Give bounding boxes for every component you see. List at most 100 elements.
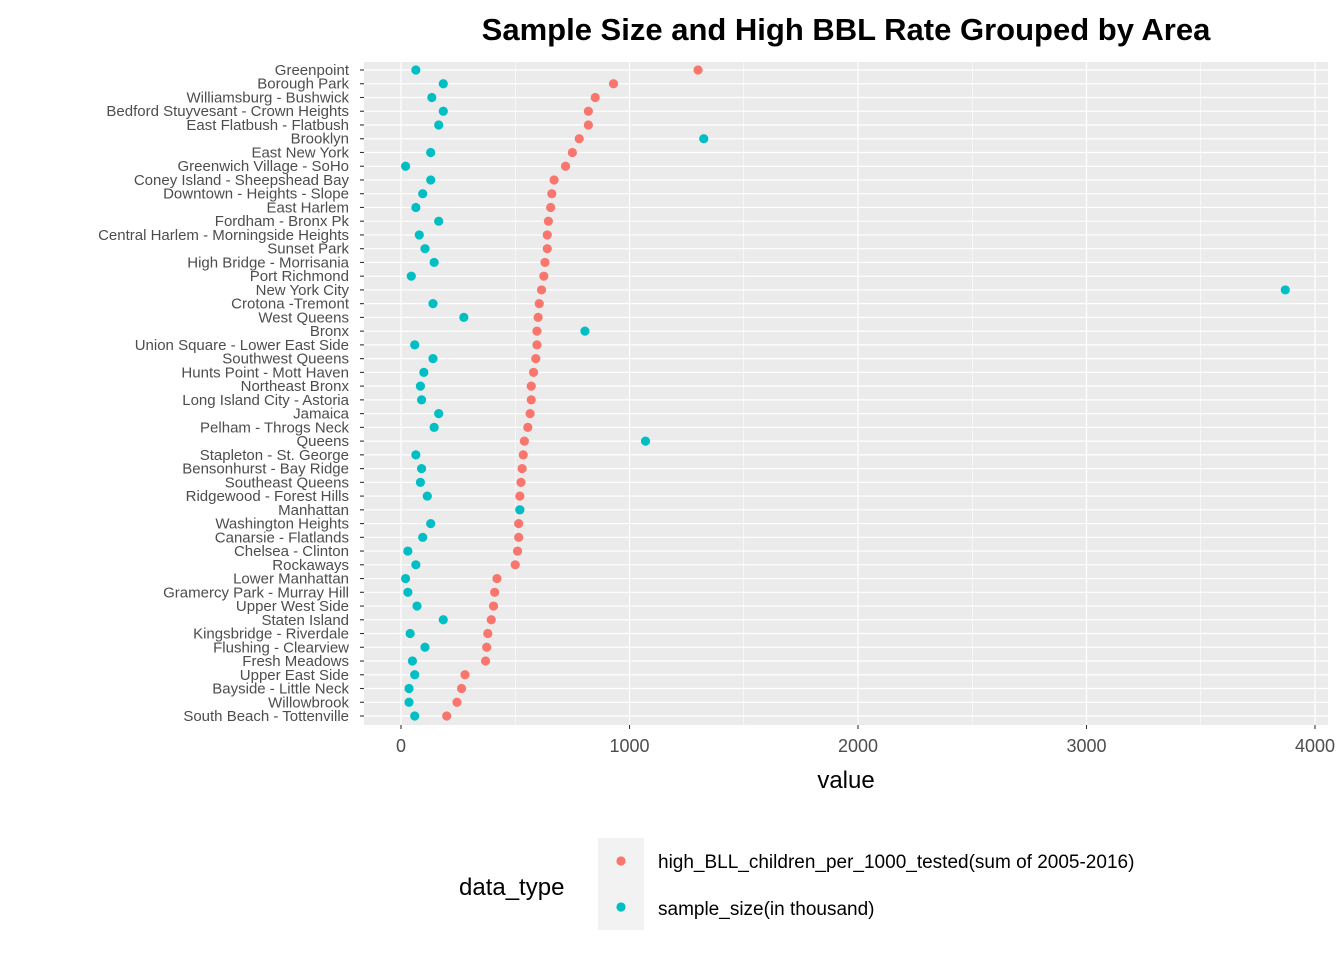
y-tick-label: Queens (296, 433, 349, 450)
y-tick-label: Fresh Meadows (242, 653, 349, 670)
y-tick-label: Staten Island (261, 612, 349, 629)
y-tick-label: Long Island City - Astoria (182, 392, 349, 409)
point-sample-size (404, 683, 414, 694)
point-high-bll (542, 244, 552, 254)
point-sample-size (419, 367, 429, 377)
y-tick-label: East New York (251, 144, 349, 161)
point-high-bll (452, 697, 462, 707)
y-tick-label: Stapleton - St. George (200, 447, 349, 464)
point-sample-size (406, 271, 416, 281)
point-sample-size (405, 628, 415, 639)
y-tick-label: Borough Park (257, 76, 349, 93)
point-sample-size (640, 436, 651, 446)
point-high-bll (531, 354, 541, 364)
y-tick-label: East Flatbush - Flatbush (186, 117, 349, 134)
point-high-bll (510, 560, 520, 570)
point-sample-size (403, 546, 413, 556)
y-tick-label: Brooklyn (291, 131, 349, 148)
point-sample-size (411, 560, 421, 570)
y-tick-label: Bayside - Little Neck (212, 681, 349, 698)
point-high-bll (542, 230, 552, 240)
point-sample-size (418, 532, 428, 542)
y-tick-label: Coney Island - Sheepshead Bay (134, 172, 350, 189)
plot-panel (364, 62, 1328, 725)
point-high-bll (534, 299, 544, 309)
point-sample-size (580, 326, 590, 336)
point-high-bll (539, 271, 549, 281)
y-tick-label: West Queens (258, 309, 349, 326)
point-high-bll (560, 161, 571, 171)
x-axis: 0 1000 2000 3000 4000 (396, 725, 1335, 756)
point-sample-size (426, 518, 436, 529)
point-sample-size (434, 216, 444, 226)
point-high-bll (460, 670, 470, 680)
y-tick-label: Crotona -Tremont (231, 296, 350, 313)
point-high-bll (546, 202, 556, 213)
point-sample-size (407, 656, 418, 666)
y-tick-label: New York City (256, 282, 350, 299)
y-tick-label: Upper West Side (236, 598, 349, 615)
y-tick-label: Downtown - Heights - Slope (163, 186, 349, 203)
point-high-bll (543, 216, 553, 226)
point-sample-size (434, 409, 444, 419)
y-tick-label: Ridgewood - Forest Hills (186, 488, 349, 505)
y-tick-label: Port Richmond (250, 268, 349, 285)
point-high-bll (583, 106, 593, 116)
point-sample-size (404, 697, 414, 707)
legend-key-background (598, 838, 644, 930)
y-tick-label: Central Harlem - Morningside Heights (98, 227, 349, 244)
point-sample-size (438, 106, 448, 116)
data-points (400, 65, 1290, 721)
x-axis-title: value (817, 767, 874, 794)
x-tick-label: 0 (396, 736, 406, 756)
point-sample-size (427, 92, 437, 103)
point-sample-size (426, 147, 436, 158)
point-sample-size (438, 615, 448, 625)
y-tick-label: Northeast Bronx (241, 378, 350, 395)
legend-label-high-bll: high_BLL_children_per_1000_tested(sum of… (658, 852, 1134, 873)
y-tick-label: Bedford Stuyvesant - Crown Heights (106, 103, 349, 120)
y-tick-label: Bensonhurst - Bay Ridge (182, 461, 349, 478)
point-sample-size (426, 175, 436, 185)
y-tick-label: Lower Manhattan (233, 571, 349, 588)
legend-key-high-bll (616, 856, 626, 866)
y-tick-label: Fordham - Bronx Pk (215, 213, 350, 230)
point-sample-size (434, 120, 444, 130)
point-sample-size (400, 573, 411, 584)
point-high-bll (528, 367, 539, 377)
point-high-bll (517, 463, 527, 474)
y-tick-label: Kingsbridge - Riverdale (193, 626, 349, 643)
x-tick-label: 3000 (1066, 736, 1106, 756)
point-sample-size (411, 65, 421, 75)
point-sample-size (410, 711, 420, 721)
point-sample-size (515, 505, 525, 515)
point-high-bll (515, 491, 525, 501)
y-tick-label: Chelsea - Clinton (234, 543, 349, 560)
point-high-bll (608, 79, 619, 89)
point-high-bll (519, 436, 529, 446)
y-tick-label: Sunset Park (267, 241, 349, 258)
y-tick-label: Manhattan (278, 502, 349, 519)
x-tick-label: 2000 (838, 736, 878, 756)
major-gridlines (364, 62, 1328, 725)
y-tick-label: Greenwich Village - SoHo (178, 158, 349, 175)
point-high-bll (456, 683, 467, 694)
point-sample-size (699, 134, 709, 144)
point-sample-size (412, 601, 422, 611)
point-high-bll (482, 642, 492, 652)
point-high-bll (518, 450, 528, 460)
point-high-bll (574, 134, 584, 144)
legend-title: data_type (459, 874, 564, 901)
point-high-bll (532, 326, 542, 336)
y-tick-label: Canarsie - Flatlands (215, 529, 349, 546)
point-sample-size (429, 257, 439, 268)
point-high-bll (442, 711, 452, 721)
y-tick-label: Southeast Queens (225, 474, 349, 491)
y-tick-label: Union Square - Lower East Side (135, 337, 349, 354)
point-sample-size (1280, 285, 1290, 295)
y-tick-label: Gramercy Park - Murray Hill (163, 584, 349, 601)
point-high-bll (549, 175, 559, 185)
point-sample-size (403, 587, 413, 597)
point-high-bll (567, 147, 577, 158)
y-tick-label: Greenpoint (275, 62, 350, 79)
